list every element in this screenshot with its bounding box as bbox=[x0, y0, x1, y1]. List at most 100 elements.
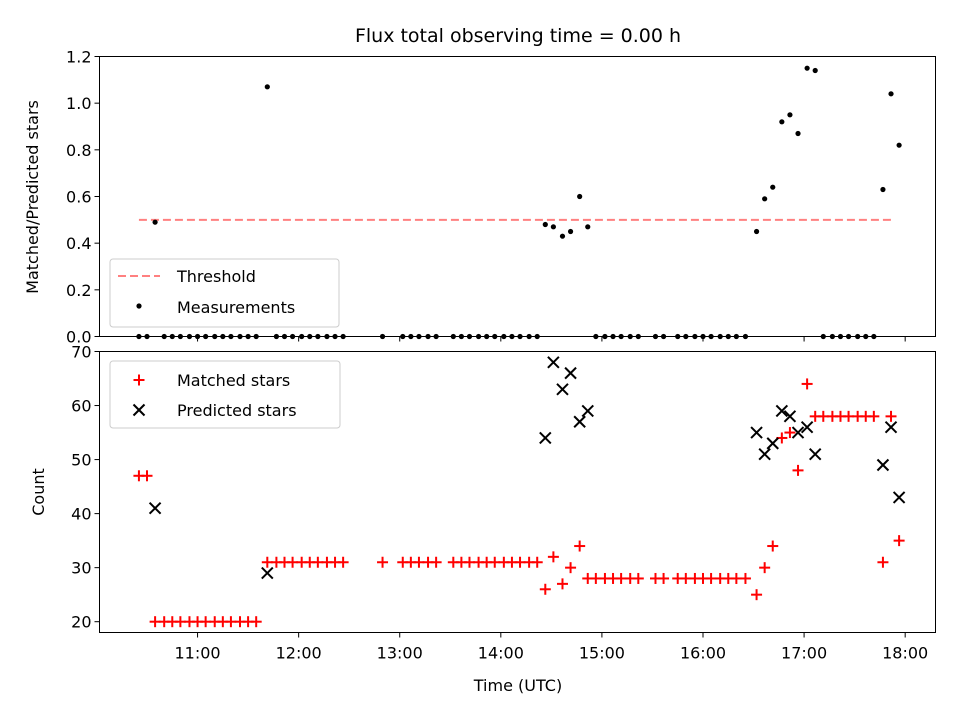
y-tick-label: 1.2 bbox=[66, 48, 91, 67]
y-tick-label: 70 bbox=[71, 343, 91, 362]
top-axes: 0.0 0.2 0.4 0.6 0.8 1.0 1.2 Matched/Predicted … bbox=[23, 48, 936, 347]
x-tick-label: 13:00 bbox=[377, 644, 423, 663]
matched-star-point bbox=[337, 556, 349, 568]
measurement-point bbox=[770, 184, 776, 190]
measurement-point bbox=[152, 219, 158, 225]
x-tick-label: 11:00 bbox=[175, 644, 221, 663]
predicted-star-point bbox=[148, 502, 162, 515]
matched-star-point bbox=[759, 562, 771, 574]
chart-title: Flux total observing time = 0.00 h bbox=[355, 25, 681, 47]
x-tick-label: 15:00 bbox=[579, 644, 625, 663]
predicted-star-point bbox=[766, 437, 779, 450]
y-tick-label: 0.0 bbox=[66, 328, 91, 347]
matched-star-point bbox=[531, 556, 543, 568]
measurement-point bbox=[577, 193, 583, 200]
predicted-star-point bbox=[791, 426, 805, 439]
matched-star-point bbox=[751, 589, 763, 601]
measurement-point bbox=[779, 119, 785, 125]
legend-measurement-swatch bbox=[136, 303, 142, 309]
measurement-point bbox=[880, 186, 886, 193]
predicted-star-point bbox=[783, 410, 797, 423]
matched-star-point bbox=[250, 616, 262, 628]
predicted-star-point bbox=[547, 356, 560, 369]
bottom-marks bbox=[133, 356, 906, 628]
measurement-point bbox=[567, 228, 574, 235]
measurement-point bbox=[585, 224, 591, 230]
bottom-axes: 20 30 40 50 60 70 11:00 12:00 13:00 14:00 15:00 16… bbox=[29, 343, 936, 695]
matched-star-point bbox=[141, 470, 153, 482]
y-tick-label: 0.2 bbox=[66, 281, 91, 300]
matched-star-point bbox=[893, 535, 905, 547]
measurement-point bbox=[559, 233, 566, 239]
matched-star-point bbox=[792, 464, 804, 476]
legend-matched-label: Matched stars bbox=[177, 371, 290, 390]
bottom-x-ticks: 11:00 12:00 13:00 14:00 15:00 16:00 17:00 18:00 bbox=[175, 632, 928, 663]
predicted-star-point bbox=[581, 404, 594, 418]
predicted-star-point bbox=[750, 426, 763, 439]
y-tick-label: 0.6 bbox=[66, 188, 91, 207]
legend-threshold-label: Threshold bbox=[176, 267, 256, 286]
predicted-star-point bbox=[261, 566, 274, 580]
measurement-point bbox=[896, 142, 902, 148]
matched-star-point bbox=[885, 410, 897, 422]
measurement-point bbox=[550, 224, 556, 230]
matched-star-point bbox=[547, 551, 559, 563]
matched-star-point bbox=[801, 378, 813, 390]
legend-matched-swatch bbox=[133, 374, 145, 386]
predicted-star-point bbox=[564, 366, 577, 380]
top-y-axis-label: Matched/Predicted stars bbox=[23, 100, 42, 294]
measurement-point bbox=[888, 91, 894, 97]
y-tick-label: 50 bbox=[71, 451, 91, 470]
predicted-star-point bbox=[808, 447, 822, 461]
predicted-star-point bbox=[758, 447, 771, 461]
top-x-ticks bbox=[197, 336, 906, 342]
x-tick-label: 18:00 bbox=[882, 644, 928, 663]
x-tick-label: 16:00 bbox=[680, 644, 726, 663]
matched-star-point bbox=[784, 427, 796, 439]
x-axis-label: Time (UTC) bbox=[473, 676, 562, 695]
measurement-point bbox=[804, 65, 810, 71]
y-tick-label: 60 bbox=[71, 397, 91, 416]
matched-star-point bbox=[767, 540, 779, 552]
x-tick-label: 17:00 bbox=[781, 644, 827, 663]
bottom-legend: Matched stars Predicted stars bbox=[109, 360, 341, 429]
measurement-point bbox=[753, 228, 760, 235]
predicted-star-point bbox=[556, 383, 569, 396]
matched-star-point bbox=[565, 562, 577, 574]
y-tick-label: 1.0 bbox=[66, 94, 91, 113]
predicted-star-point bbox=[876, 458, 890, 472]
y-tick-label: 30 bbox=[71, 559, 91, 578]
y-tick-label: 20 bbox=[71, 613, 91, 632]
x-tick-label: 14:00 bbox=[478, 644, 524, 663]
measurement-point bbox=[795, 130, 801, 137]
predicted-star-point bbox=[573, 415, 586, 428]
matched-star-point bbox=[877, 556, 889, 568]
bottom-y-ticks: 20 30 40 50 60 70 bbox=[71, 343, 100, 632]
matched-star-point bbox=[377, 556, 389, 568]
measurement-point bbox=[542, 221, 548, 228]
y-tick-label: 0.4 bbox=[66, 234, 91, 253]
legend-predicted-label: Predicted stars bbox=[177, 401, 297, 420]
bottom-legend-box bbox=[109, 360, 341, 429]
legend-measurement-label: Measurements bbox=[177, 298, 295, 317]
measurement-point bbox=[264, 84, 270, 90]
top-legend-box bbox=[109, 258, 340, 328]
x-tick-label: 12:00 bbox=[276, 644, 322, 663]
top-legend: Threshold Measurements bbox=[109, 258, 340, 328]
matched-star-point bbox=[556, 578, 568, 590]
measurement-point bbox=[787, 112, 793, 118]
matched-star-point bbox=[574, 540, 586, 552]
predicted-star-point bbox=[884, 420, 898, 434]
bottom-axes-frame bbox=[99, 351, 936, 633]
measurement-point bbox=[812, 67, 818, 74]
matched-star-point bbox=[868, 410, 880, 422]
top-y-ticks: 0.0 0.2 0.4 0.6 0.8 1.0 1.2 bbox=[66, 48, 100, 347]
predicted-star-point bbox=[800, 420, 814, 434]
bottom-y-axis-label: Count bbox=[29, 468, 48, 516]
predicted-star-point bbox=[539, 431, 552, 445]
matched-star-point bbox=[632, 572, 644, 584]
y-tick-label: 0.8 bbox=[66, 141, 91, 160]
matched-star-point bbox=[539, 583, 551, 595]
matched-star-point bbox=[430, 556, 442, 568]
